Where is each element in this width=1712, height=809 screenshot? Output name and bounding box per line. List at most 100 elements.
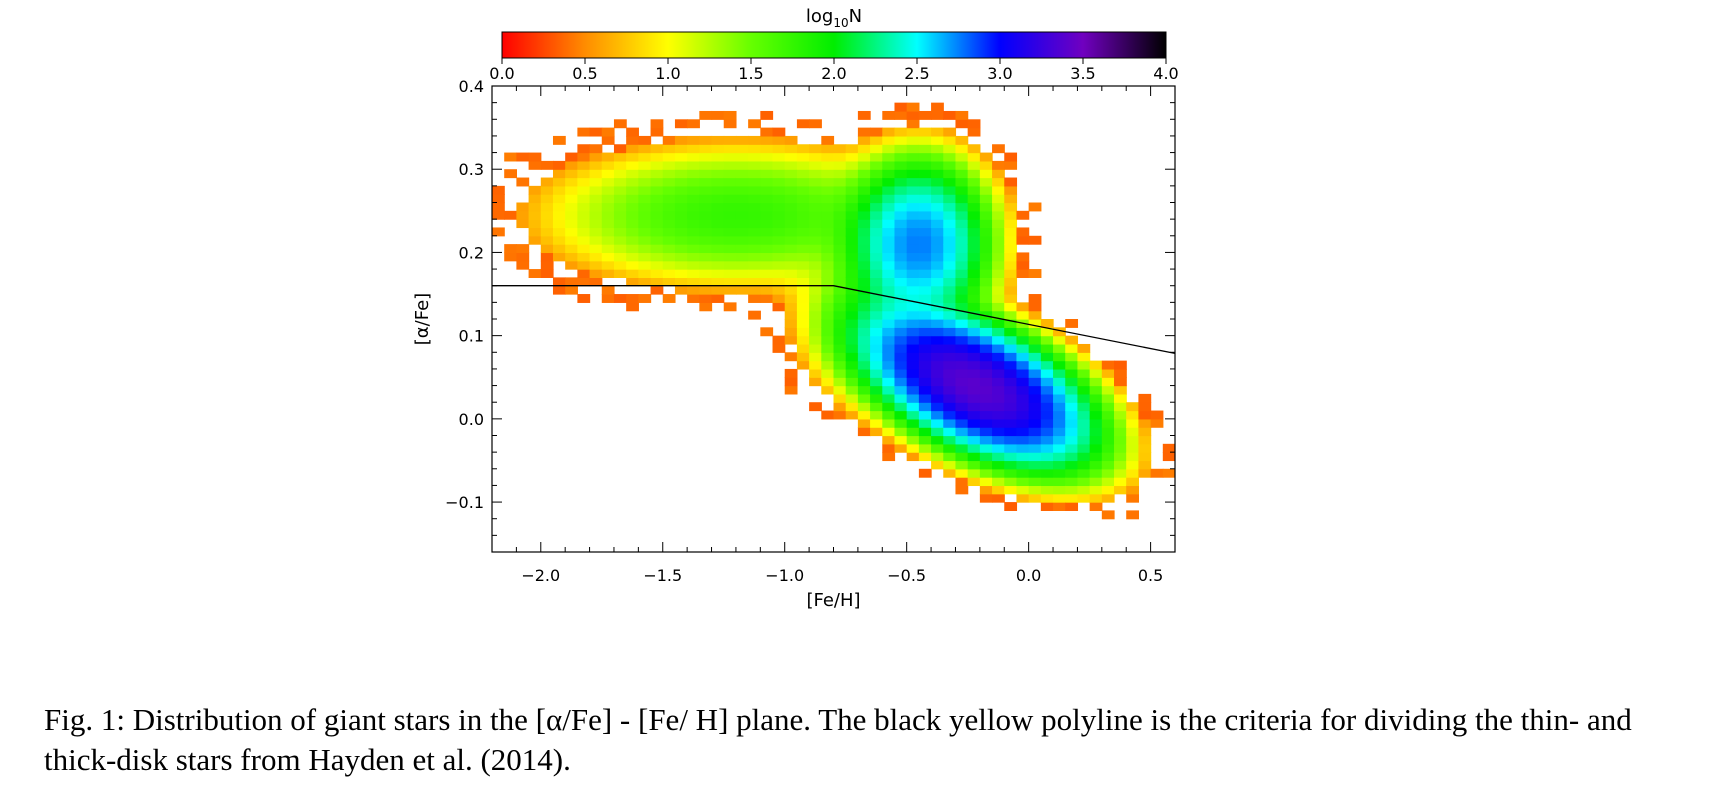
heatmap-cell [613, 244, 627, 254]
heatmap-cell [1065, 485, 1079, 495]
heatmap-cell [589, 194, 603, 204]
heatmap-cell [626, 210, 639, 220]
heatmap-cell [748, 277, 761, 287]
heatmap-cell [809, 202, 822, 212]
heatmap-cell [882, 285, 896, 295]
heatmap-cell [833, 285, 847, 295]
heatmap-cell [967, 327, 981, 337]
heatmap-cell [1101, 385, 1115, 395]
heatmap-cell [1053, 402, 1066, 412]
heatmap-cell [906, 210, 920, 220]
heatmap-cell [772, 252, 786, 262]
heatmap-cell [943, 127, 957, 137]
heatmap-cell [723, 269, 737, 278]
heatmap-cell [1065, 343, 1079, 353]
heatmap-cell [796, 160, 810, 170]
heatmap-cell [979, 435, 993, 445]
heatmap-cell [894, 235, 908, 245]
heatmap-cell [723, 260, 737, 270]
heatmap-cell [1053, 393, 1066, 403]
heatmap-cell [931, 102, 944, 112]
heatmap-cell [845, 335, 859, 345]
heatmap-cell [870, 194, 883, 204]
heatmap-cell [870, 260, 883, 270]
heatmap-cell [687, 177, 700, 187]
heatmap-cell [918, 427, 932, 437]
heatmap-cell [1065, 410, 1079, 420]
heatmap-cell [833, 177, 847, 187]
heatmap-cell [1089, 385, 1103, 395]
heatmap-cell [1040, 485, 1054, 495]
heatmap-cell [955, 285, 969, 295]
heatmap-cell [1016, 343, 1030, 353]
heatmap-cell [833, 260, 847, 270]
heatmap-cell [967, 244, 981, 254]
heatmap-cell [821, 169, 835, 179]
heatmap-cell [1004, 310, 1018, 320]
heatmap-cell [1016, 210, 1030, 220]
heatmap-cell [723, 194, 737, 204]
heatmap-cell [1040, 335, 1054, 345]
heatmap-cell [528, 227, 542, 237]
heatmap-cell [638, 294, 652, 303]
heatmap-cell [1016, 310, 1030, 320]
heatmap-cell [1004, 227, 1018, 237]
heatmap-cell [1114, 452, 1127, 462]
heatmap-cell [979, 427, 993, 437]
heatmap-cell [748, 235, 761, 245]
heatmap-cell [955, 269, 969, 278]
heatmap-cell [1016, 302, 1030, 312]
heatmap-cell [650, 277, 664, 287]
heatmap-cell [809, 402, 822, 412]
heatmap-cell [894, 368, 908, 378]
heatmap-cell [1016, 252, 1030, 262]
heatmap-cell [1101, 360, 1115, 370]
heatmap-cell [723, 169, 737, 179]
heatmap-cell [918, 169, 932, 179]
heatmap-cell [821, 294, 835, 303]
heatmap-cell [735, 144, 749, 154]
heatmap-cell [650, 260, 664, 270]
heatmap-cell [626, 302, 639, 312]
heatmap-cell [1004, 269, 1018, 278]
heatmap-cell [577, 277, 591, 287]
heatmap-cell [967, 269, 981, 278]
heatmap-cell [577, 235, 591, 245]
heatmap-cell [931, 260, 944, 270]
heatmap-cell [845, 377, 859, 387]
heatmap-cell [1040, 368, 1054, 378]
heatmap-cell [565, 260, 578, 270]
heatmap-cell [552, 202, 566, 212]
heatmap-cell [552, 227, 566, 237]
heatmap-cell [662, 260, 676, 270]
heatmap-cell [711, 144, 725, 154]
heatmap-cell [1077, 360, 1091, 370]
heatmap-cell [674, 210, 688, 220]
heatmap-cell [943, 269, 957, 278]
heatmap-cell [845, 227, 859, 237]
heatmap-cell [540, 235, 554, 245]
heatmap-cell [772, 185, 786, 195]
heatmap-cell [967, 410, 981, 420]
heatmap-cell [979, 360, 993, 370]
heatmap-cell [1053, 385, 1066, 395]
heatmap-cell [796, 319, 810, 328]
heatmap-cell [1004, 402, 1018, 412]
heatmap-cell [723, 219, 737, 229]
heatmap-cell [760, 110, 774, 120]
heatmap-cell [650, 194, 664, 204]
heatmap-cell [699, 177, 713, 187]
heatmap-cell [1077, 477, 1091, 487]
heatmap-cell [943, 260, 957, 270]
heatmap-cell [992, 418, 1005, 428]
heatmap-cell [992, 385, 1005, 395]
heatmap-cell [1065, 460, 1079, 470]
heatmap-cell [967, 319, 981, 328]
heatmap-cell [931, 252, 944, 262]
heatmap-cell [687, 269, 700, 278]
heatmap-cell [882, 210, 896, 220]
heatmap-cell [1040, 377, 1054, 387]
heatmap-cell [1028, 452, 1042, 462]
heatmap-cell [857, 427, 871, 437]
heatmap-cell [699, 160, 713, 170]
